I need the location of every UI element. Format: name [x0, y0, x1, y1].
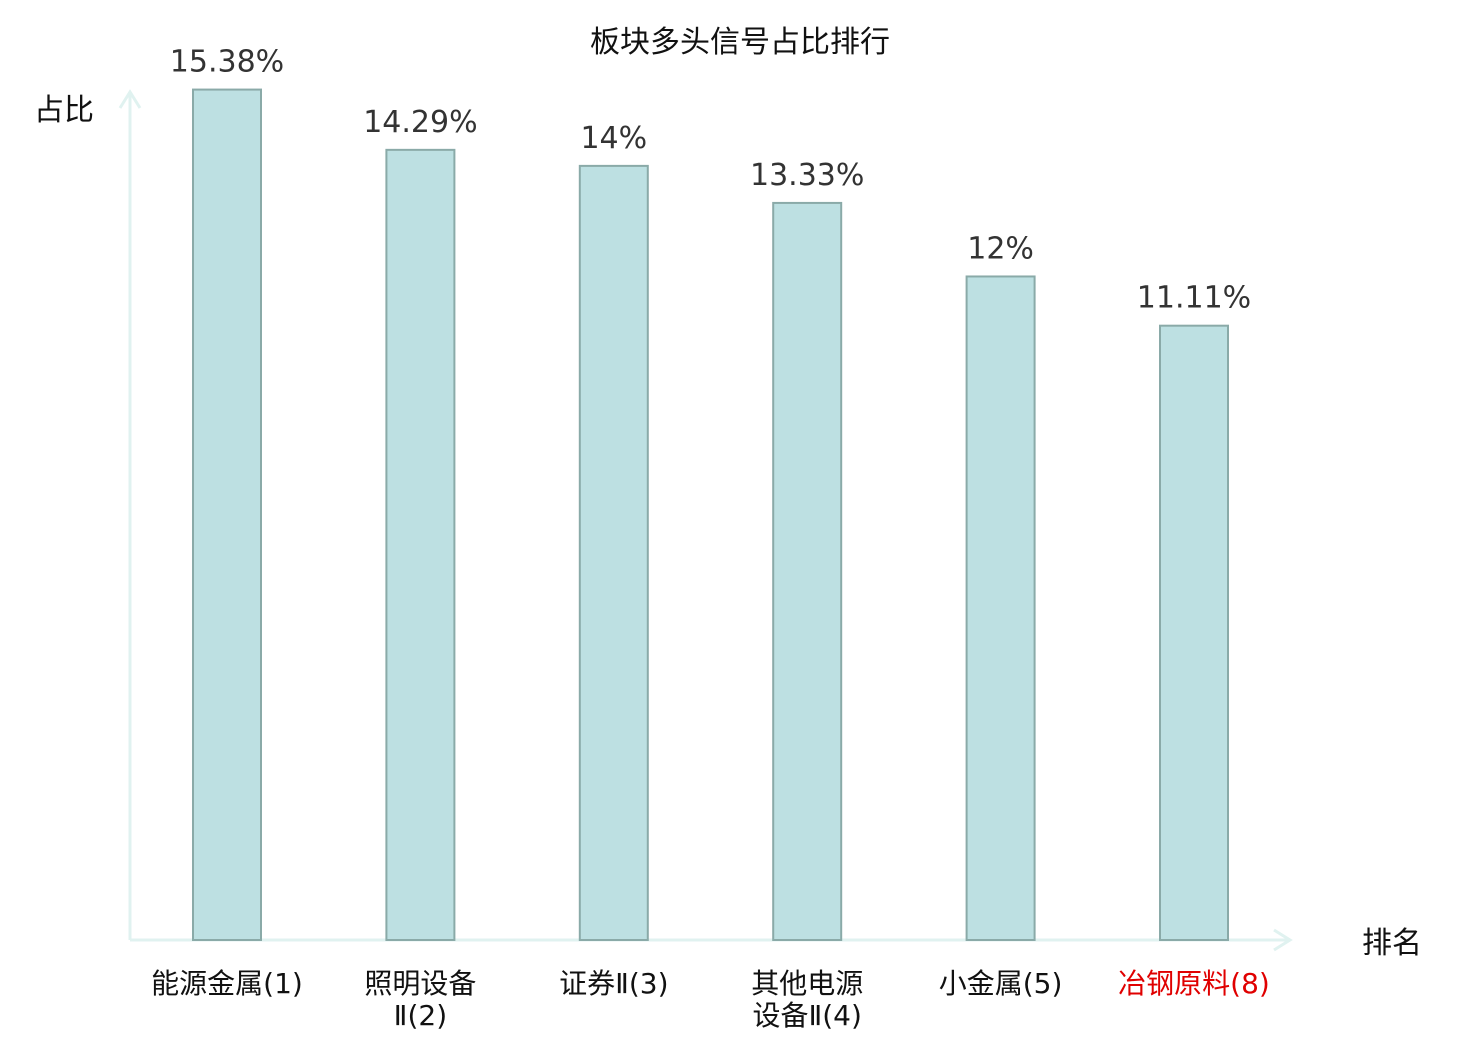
x-axis-label: 排名 [1362, 926, 1422, 961]
category-label-line: 其他电源 [751, 967, 863, 1000]
category-label: 其他电源设备Ⅱ(4) [751, 967, 863, 1032]
bars-group [192, 88, 1229, 942]
category-label-line: 小金属(5) [939, 967, 1063, 1000]
category-label-line: 冶钢原料(8) [1118, 967, 1270, 1000]
y-axis-label: 占比 [34, 93, 94, 128]
bar [192, 88, 262, 941]
bar-value-label: 13.33% [750, 158, 864, 193]
category-labels-group: 能源金属(1) 照明设备 Ⅱ(2) 证券Ⅱ(3) 其他电源设备Ⅱ(4) 小金属(5) 冶钢原… [151, 967, 1270, 1032]
x-axis-arrow [1273, 928, 1293, 952]
category-label-line: Ⅱ(2) [394, 999, 447, 1032]
bar-value-label: 12% [967, 231, 1034, 266]
category-label: 小金属(5) [939, 967, 1063, 1000]
bar [578, 164, 649, 942]
axes [118, 89, 1293, 952]
bar-value-label: 14% [580, 121, 647, 156]
bar [385, 148, 456, 942]
bar-value-label: 14.29% [363, 105, 477, 140]
bar-value-label: 11.11% [1137, 281, 1251, 316]
category-label: 照明设备 Ⅱ(2) [364, 967, 476, 1032]
bar [772, 201, 843, 942]
value-labels-group: 15.38% 14.29% 14% 13.33% 12% 11.11% [170, 45, 1251, 316]
chart-title: 板块多头信号占比排行 [590, 25, 890, 60]
category-label: 能源金属(1) [151, 967, 303, 1000]
bar [1159, 324, 1229, 941]
category-label: 冶钢原料(8) [1118, 967, 1270, 1000]
category-label-line: 证券Ⅱ(3) [559, 967, 668, 1000]
bar [965, 275, 1036, 941]
category-label-line: 照明设备 [364, 967, 476, 1000]
category-label-line: 能源金属(1) [151, 967, 303, 1000]
bar-value-label: 15.38% [170, 45, 284, 80]
y-axis-arrow [118, 89, 142, 109]
category-label: 证券Ⅱ(3) [559, 967, 668, 1000]
category-label-line: 设备Ⅱ(4) [752, 999, 861, 1032]
